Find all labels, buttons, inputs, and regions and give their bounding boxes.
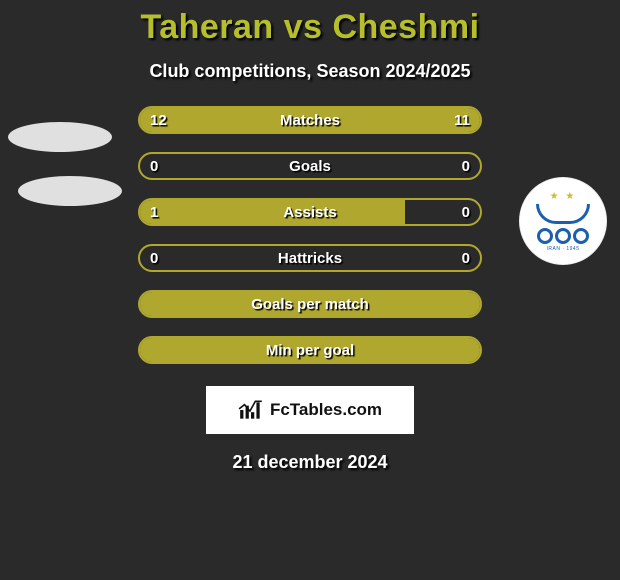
stat-row: Min per goal [138, 336, 482, 364]
stat-value-right: 0 [462, 154, 470, 178]
crest-text: IRAN · 1945 [546, 246, 579, 252]
stat-value-left: 0 [150, 246, 158, 270]
stat-value-right: 0 [462, 200, 470, 224]
player1-name: Taheran [140, 8, 273, 46]
stat-row: 0Hattricks0 [138, 244, 482, 272]
chart-icon [238, 399, 264, 421]
stat-fill-left [140, 292, 480, 316]
date-text: 21 december 2024 [0, 452, 620, 473]
watermark: FcTables.com [206, 386, 414, 434]
stat-row: 0Goals0 [138, 152, 482, 180]
stat-value-right: 0 [462, 246, 470, 270]
stat-row: 12Matches11 [138, 106, 482, 134]
stat-row: 1Assists0 [138, 198, 482, 226]
stat-fill-left [140, 338, 480, 362]
vs-label: vs [284, 8, 323, 46]
crest-stars-icon: ★ ★ [550, 191, 577, 202]
stat-row: Goals per match [138, 290, 482, 318]
stat-fill-right [317, 108, 480, 132]
stat-label: Hattricks [140, 246, 480, 270]
stat-fill-left [140, 200, 405, 224]
crest-rings-icon [537, 228, 589, 244]
subtitle: Club competitions, Season 2024/2025 [0, 61, 620, 82]
team-right-logo: ★ ★ IRAN · 1945 [520, 178, 606, 264]
stat-fill-left [140, 108, 317, 132]
watermark-text: FcTables.com [270, 400, 382, 420]
team-left-logo-placeholder-1 [8, 122, 112, 152]
page-title: Taheran vs Cheshmi [0, 0, 620, 47]
player2-name: Cheshmi [332, 8, 479, 46]
crest-band-icon [536, 204, 590, 224]
team-left-logo-placeholder-2 [18, 176, 122, 206]
stat-value-left: 0 [150, 154, 158, 178]
stat-label: Goals [140, 154, 480, 178]
